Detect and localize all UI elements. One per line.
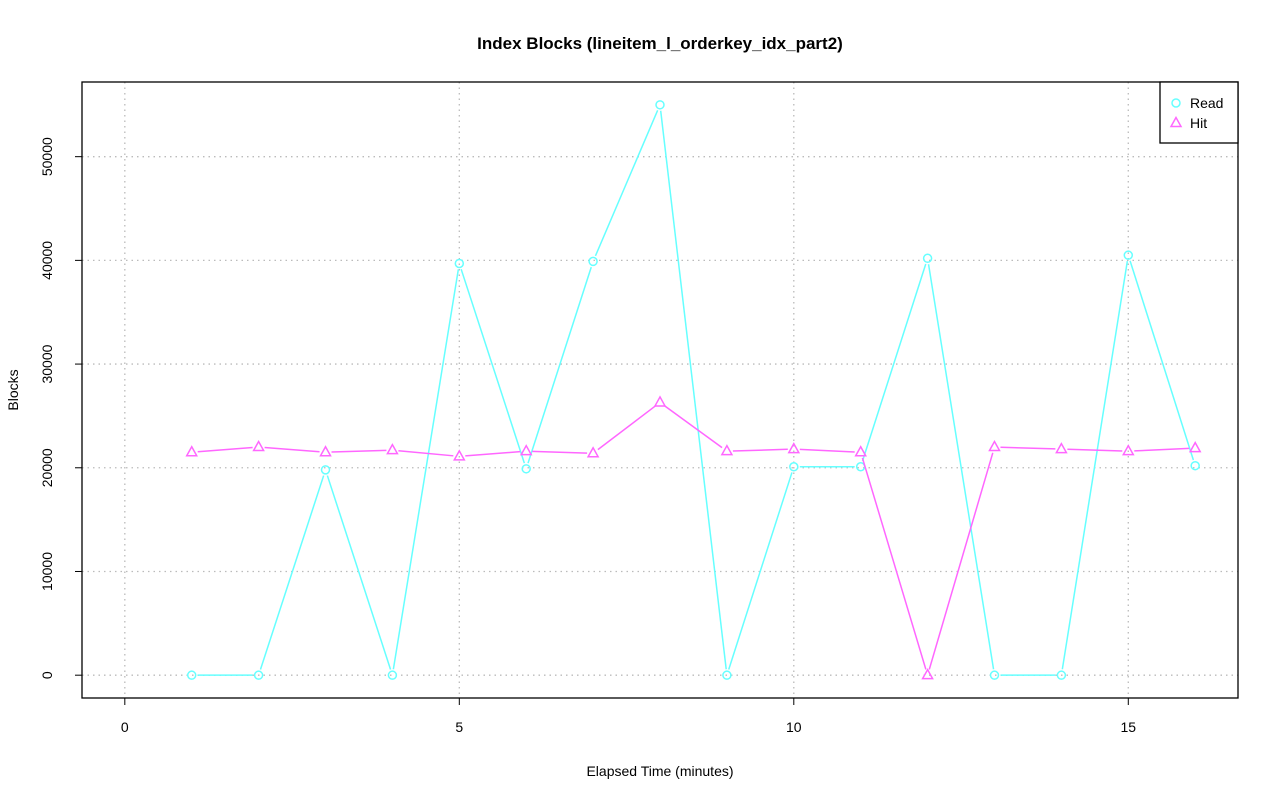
x-tick-label: 0 [121, 719, 129, 735]
x-tick-label: 5 [455, 719, 463, 735]
y-tick-label: 20000 [39, 448, 55, 487]
chart-title: Index Blocks (lineitem_l_orderkey_idx_pa… [477, 34, 843, 53]
series-hit-segment [264, 446, 320, 453]
series-read-segment [659, 110, 727, 670]
data-point-hit [854, 445, 867, 457]
series-read-segment [728, 472, 793, 670]
data-point-hit [787, 442, 801, 454]
data-point-read [1056, 670, 1067, 680]
series-read-segment [927, 264, 995, 670]
series-read-segment [326, 475, 392, 670]
data-point-read [789, 461, 799, 472]
series-hit-segment [331, 449, 387, 453]
series-read-segment [1129, 260, 1195, 461]
legend-marker-hit [1169, 115, 1183, 128]
x-tick-label: 10 [786, 719, 802, 735]
series-read-segment [259, 475, 325, 670]
x-tick-label: 15 [1120, 719, 1136, 735]
data-point-read [253, 670, 264, 680]
series-read-segment [460, 268, 526, 464]
data-point-hit [1188, 441, 1202, 453]
legend-box [1159, 81, 1239, 144]
grid [82, 82, 1238, 698]
data-point-read [387, 670, 398, 680]
y-axis-label: Blocks [5, 369, 21, 410]
data-point-hit [1055, 442, 1068, 454]
series-hit-segment [197, 446, 253, 453]
data-point-read [454, 258, 465, 269]
y-tick-label: 40000 [39, 241, 55, 280]
y-tick-label: 0 [39, 671, 55, 679]
data-point-hit [1122, 444, 1135, 456]
series-hit-segment [664, 405, 723, 449]
legend-label-hit: Hit [1190, 115, 1207, 131]
data-point-read [521, 464, 531, 474]
data-point-hit [252, 439, 265, 452]
data-point-hit [653, 395, 667, 407]
legend-label-read: Read [1190, 95, 1223, 111]
plot-border [81, 81, 1239, 699]
series-hit-segment [398, 449, 454, 457]
data-point-read [186, 670, 197, 680]
data-point-read [1123, 250, 1134, 260]
series [185, 100, 1202, 680]
data-point-read [588, 256, 598, 267]
series-hit-segment [532, 450, 588, 454]
legend: Read Hit [1159, 81, 1239, 144]
axes: 0 5 10 15 0 10000 20000 30000 40000 50000 [39, 137, 1136, 735]
series-hit-segment [861, 457, 927, 670]
series-hit-segment [799, 448, 855, 453]
series-read-segment [861, 263, 927, 462]
data-point-hit [319, 445, 332, 457]
data-point-read [922, 253, 933, 264]
legend-marker-read [1171, 98, 1181, 108]
data-point-hit [720, 444, 734, 456]
data-point-hit [519, 444, 533, 456]
data-point-hit [586, 446, 600, 458]
data-point-read [989, 670, 1000, 680]
series-hit-segment [928, 452, 994, 670]
series-hit-segment [465, 450, 521, 457]
data-point-hit [453, 449, 466, 461]
data-point-hit [185, 445, 198, 457]
x-axis-label: Elapsed Time (minutes) [586, 763, 733, 779]
data-point-read [655, 100, 665, 110]
y-tick-label: 10000 [39, 552, 55, 591]
data-point-hit [386, 443, 399, 455]
data-point-read [1190, 460, 1200, 471]
series-hit-segment [1067, 448, 1123, 452]
data-point-hit [988, 439, 1001, 452]
data-point-read [320, 465, 331, 475]
series-read-segment [1061, 260, 1129, 670]
data-point-hit [921, 668, 934, 680]
y-tick-label: 30000 [39, 344, 55, 383]
series-read-segment [594, 110, 659, 257]
series-hit-segment [1000, 446, 1056, 450]
series-read-segment [392, 269, 460, 670]
series-read-segment [527, 266, 592, 464]
series-hit-segment [1134, 447, 1190, 452]
y-tick-label: 50000 [39, 137, 55, 176]
series-hit-segment [597, 405, 656, 451]
data-point-read [722, 670, 732, 680]
series-hit-segment [732, 448, 788, 452]
